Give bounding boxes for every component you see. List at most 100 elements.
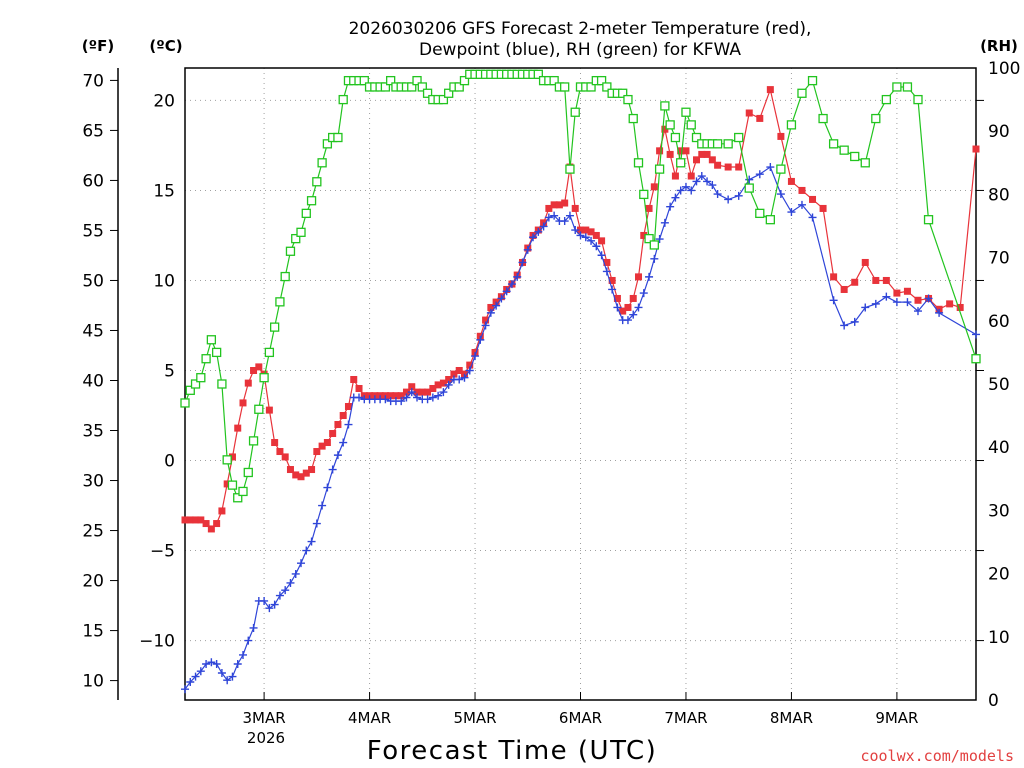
2-meter-temperature-point <box>661 125 669 133</box>
rh-point <box>676 158 686 168</box>
2-meter-temperature-point <box>650 183 658 191</box>
axis-labels: −10 −5 0 5 10 15 20 3MAR 4MAR 5MAR 6MAR 7MAR 8MAR 9MA… <box>82 59 1020 727</box>
dewpoint-point <box>571 226 580 235</box>
x-tick-label: 3MAR <box>243 709 286 727</box>
2-meter-temperature-point <box>619 307 627 315</box>
x-tick-label: 5MAR <box>453 709 496 727</box>
rh-point <box>839 145 849 155</box>
rh-point <box>549 75 559 86</box>
dewpoint-point <box>228 672 237 681</box>
dewpoint-point <box>297 559 306 568</box>
fahrenheit-tick-label: 65 <box>82 121 104 141</box>
dewpoint-point <box>539 222 548 231</box>
2-meter-temperature-point <box>265 406 273 414</box>
rh-tick-label: 90 <box>988 122 1010 142</box>
2-meter-temperature-point <box>271 439 279 447</box>
2-meter-temperature-point <box>640 231 648 239</box>
2-meter-temperature-point <box>682 147 690 155</box>
2-meter-temperature-point <box>281 453 289 461</box>
2-meter-temperature-point <box>571 204 579 212</box>
rh-point <box>201 354 211 364</box>
2-meter-temperature-point <box>882 276 890 284</box>
fahrenheit-tick-label: 35 <box>82 422 104 442</box>
dewpoint-point <box>486 308 495 317</box>
dewpoint-point <box>413 393 422 402</box>
2-meter-temperature-point <box>323 439 331 447</box>
rh-point <box>923 215 934 225</box>
dewpoint-point <box>355 393 364 402</box>
rh-point <box>565 164 575 174</box>
celsius-tick-label: 0 <box>164 452 175 472</box>
dewpoint-point <box>550 211 559 220</box>
2-meter-temperature-point <box>350 375 358 383</box>
rh-point <box>818 113 828 124</box>
2-meter-temperature-point <box>192 516 200 524</box>
dewpoint-point <box>903 298 912 307</box>
2-meter-temperature-point <box>329 430 337 438</box>
chart-title-line1: 2026030206 GFS Forecast 2-meter Temperat… <box>349 19 812 39</box>
2-meter-temperature-point <box>735 163 743 171</box>
rh-point <box>723 139 733 149</box>
dewpoint-point <box>328 465 337 474</box>
rh-point <box>211 347 222 358</box>
rh-point <box>570 107 580 117</box>
dewpoint-point <box>223 676 232 685</box>
2-meter-temperature-point <box>956 303 964 311</box>
rh-point <box>649 240 659 250</box>
2-meter-temperature-point <box>545 204 553 212</box>
2-meter-temperature-point <box>914 296 922 304</box>
rh-point <box>233 493 243 503</box>
dewpoint-point <box>423 395 432 404</box>
2-meter-temperature-point <box>223 480 231 488</box>
dewpoint-point <box>307 537 316 546</box>
fahrenheit-unit-label: (ºF) <box>82 37 114 55</box>
dewpoint-point <box>233 659 242 668</box>
2-meter-temperature-point <box>724 163 732 171</box>
x-tick-label: 7MAR <box>664 709 707 727</box>
dewpoint-point <box>476 335 485 344</box>
dewpoint-point <box>645 272 654 281</box>
dewpoint-point <box>850 317 859 326</box>
dewpoint-point <box>481 321 490 330</box>
rh-point <box>407 82 417 92</box>
rh-point <box>459 75 470 86</box>
rh-point <box>222 455 232 465</box>
dewpoint-point <box>687 186 696 195</box>
rh-tick-label: 0 <box>988 691 999 711</box>
rh-point <box>206 335 217 345</box>
rh-point <box>755 208 765 219</box>
fahrenheit-tick-label: 55 <box>82 221 104 241</box>
fahrenheit-tick-label: 20 <box>82 572 104 592</box>
rh-tick-label: 40 <box>988 438 1010 458</box>
dewpoint-point <box>217 668 226 677</box>
rh-point <box>254 404 264 414</box>
2-meter-temperature-point <box>972 145 980 153</box>
2-meter-temperature-point <box>450 370 458 378</box>
rh-point <box>269 322 280 332</box>
2-meter-temperature-point <box>234 424 242 432</box>
2-meter-temperature-point <box>424 388 432 396</box>
dewpoint-point <box>676 186 685 195</box>
rh-point <box>217 379 227 389</box>
dewpoint-point <box>708 181 717 190</box>
fahrenheit-tick-label: 60 <box>82 171 104 191</box>
rh-point <box>712 139 723 149</box>
rh-point <box>196 373 206 383</box>
rh-point <box>902 82 913 92</box>
rh-point <box>660 101 670 111</box>
2-meter-temperature-point <box>687 172 695 180</box>
dewpoint-point <box>882 292 891 301</box>
rh-tick-label: 50 <box>988 375 1010 395</box>
celsius-tick-label: 20 <box>153 91 175 111</box>
2-meter-temperature-point <box>213 520 221 528</box>
dewpoint-point <box>239 650 248 659</box>
dewpoint-point <box>428 393 437 402</box>
dewpoint-point <box>471 352 480 361</box>
dewpoint-point <box>972 330 980 339</box>
rh-point <box>444 88 454 98</box>
rh-point <box>639 189 649 200</box>
rh-point <box>734 132 744 143</box>
rh-point <box>280 271 290 282</box>
rh-point <box>871 113 881 124</box>
